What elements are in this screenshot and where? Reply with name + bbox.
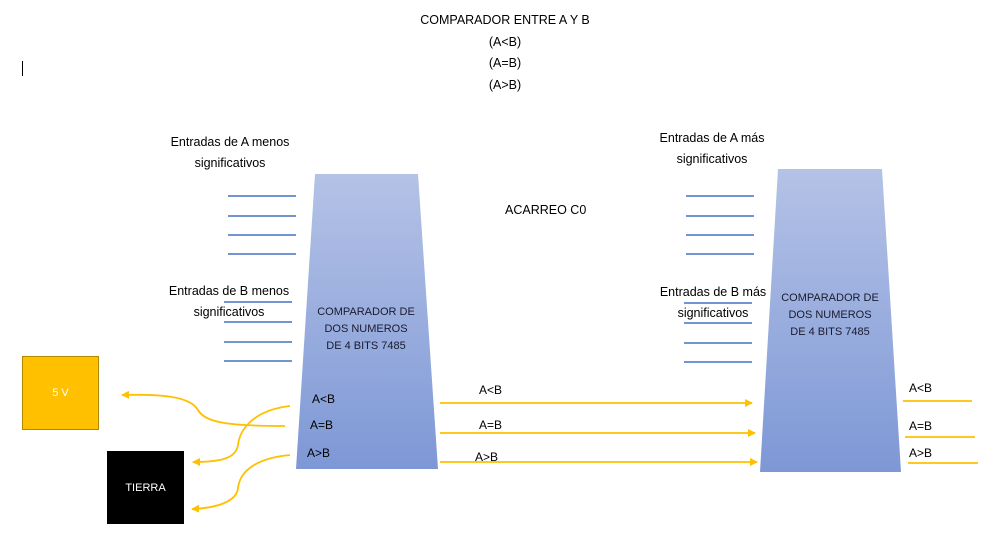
- right-a-inputs-caption: Entradas de A más significativos: [632, 128, 792, 170]
- left-chip-label-line2: DOS NUMEROS: [324, 323, 408, 335]
- left-b-inputs-line2: significativos: [193, 305, 265, 319]
- right-b-inputs-line1: Entradas de B más: [659, 285, 767, 299]
- right-a-input-lines: [686, 195, 754, 255]
- left-pin-lt: A<B: [312, 392, 336, 406]
- right-comparator-chip: [760, 169, 901, 472]
- left-comparator-chip: [296, 174, 438, 469]
- left-b-inputs-line1: Entradas de B menos: [168, 284, 290, 298]
- inter-chip-wires: [440, 399, 758, 466]
- left-b-inputs-caption: Entradas de B menos significativos: [143, 281, 315, 323]
- left-b-input-lines: [224, 301, 292, 362]
- right-output-wires: [903, 400, 978, 464]
- right-a-inputs-line1: Entradas de A más: [659, 131, 765, 145]
- left-a-inputs-line2: significativos: [194, 156, 266, 170]
- title-line-3: (A=B): [488, 56, 522, 70]
- right-out-lt: A<B: [909, 381, 933, 395]
- right-out-eq: A=B: [909, 419, 933, 433]
- title-line-1: COMPARADOR ENTRE A Y B: [420, 13, 590, 27]
- right-b-input-lines: [684, 302, 752, 363]
- text-cursor: [22, 61, 23, 76]
- diagram-title: COMPARADOR ENTRE A Y B (A<B) (A=B) (A>B): [395, 10, 615, 96]
- left-pin-gt: A>B: [307, 446, 331, 460]
- right-chip-label-line3: DE 4 BITS 7485: [790, 326, 870, 338]
- left-chip-label: COMPARADOR DE DOS NUMEROS DE 4 BITS 7485: [306, 304, 426, 355]
- wire-label-lt: A<B: [479, 383, 503, 397]
- power-5v-box: 5 V: [22, 356, 99, 430]
- ground-box: TIERRA: [107, 451, 184, 524]
- right-chip-label-line2: DOS NUMEROS: [788, 309, 872, 321]
- supply-connection-curves: [121, 390, 291, 513]
- carry-label: ACARREO C0: [505, 203, 587, 217]
- right-a-inputs-line2: significativos: [676, 152, 748, 166]
- right-b-inputs-line2: significativos: [677, 306, 749, 320]
- right-chip-label: COMPARADOR DE DOS NUMEROS DE 4 BITS 7485: [770, 290, 890, 341]
- left-chip-label-line3: DE 4 BITS 7485: [326, 340, 406, 352]
- left-chip-label-line1: COMPARADOR DE: [317, 306, 415, 318]
- wire-label-eq: A=B: [479, 418, 503, 432]
- wire-label-gt: A>B: [475, 450, 499, 464]
- right-b-inputs-caption: Entradas de B más significativos: [628, 282, 798, 324]
- power-5v-label: 5 V: [52, 387, 69, 399]
- left-a-inputs-caption: Entradas de A menos significativos: [150, 132, 310, 174]
- right-chip-label-line1: COMPARADOR DE: [781, 292, 879, 304]
- title-line-2: (A<B): [488, 34, 522, 49]
- ground-label: TIERRA: [125, 481, 166, 494]
- left-a-inputs-line1: Entradas de A menos: [170, 135, 290, 149]
- title-line-4: (A>B): [488, 77, 522, 92]
- right-out-gt: A>B: [909, 446, 933, 460]
- left-pin-eq: A=B: [310, 418, 334, 432]
- left-a-input-lines: [228, 195, 296, 255]
